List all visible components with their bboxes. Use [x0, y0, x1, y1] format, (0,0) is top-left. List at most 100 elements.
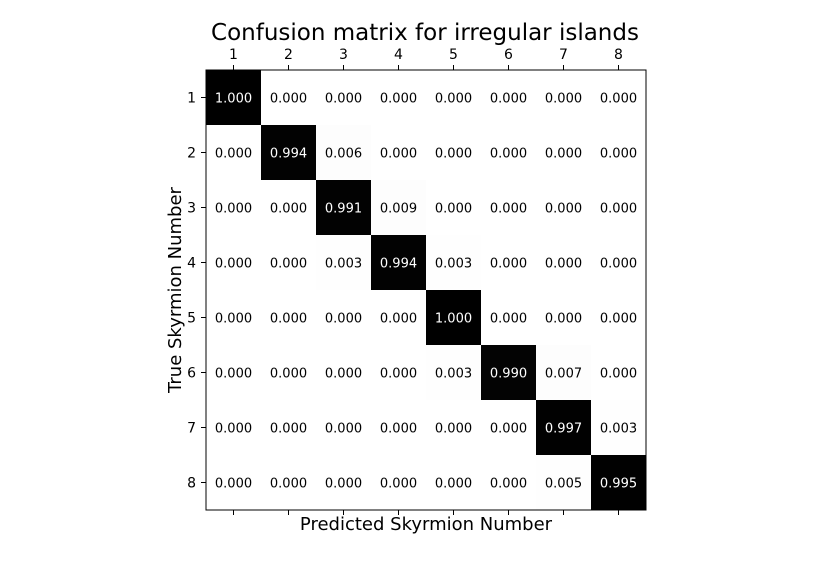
x-axis-bottom-ticks — [233, 510, 619, 515]
heatmap-cell-r4-c6 — [481, 235, 537, 291]
cell-value-r3-c8: 0.000 — [600, 202, 637, 217]
cell-value-r6-c1: 0.000 — [215, 367, 252, 382]
cell-value-r3-c3: 0.991 — [325, 202, 362, 217]
cell-value-r3-c2: 0.000 — [270, 202, 307, 217]
heatmap-cell-r1-c2 — [261, 70, 317, 126]
cell-value-r4-c1: 0.000 — [215, 257, 252, 272]
heatmap-cell-r6-c1 — [206, 345, 262, 401]
heatmap-cell-r2-c5 — [426, 125, 482, 181]
cell-value-r4-c7: 0.000 — [545, 257, 582, 272]
y-tick-label-6: 6 — [187, 366, 196, 382]
heatmap-cell-r5-c3 — [316, 290, 372, 346]
cell-value-r1-c5: 0.000 — [435, 92, 472, 107]
y-axis-label: True Skyrmion Number — [165, 186, 186, 393]
cell-value-r2-c4: 0.000 — [380, 147, 417, 162]
heatmap-cell-r7-c4 — [371, 400, 427, 456]
cell-value-r5-c1: 0.000 — [215, 312, 252, 327]
cell-value-r5-c3: 0.000 — [325, 312, 362, 327]
heatmap-cell-r4-c5 — [426, 235, 482, 291]
cell-value-r7-c8: 0.003 — [600, 422, 637, 437]
cell-value-r7-c6: 0.000 — [490, 422, 527, 437]
heatmap-cell-r8-c3 — [316, 455, 372, 511]
heatmap-cell-r4-c1 — [206, 235, 262, 291]
heatmap-cell-r6-c3 — [316, 345, 372, 401]
heatmap-cell-r3-c3 — [316, 180, 372, 236]
x-tick-label-1: 1 — [229, 47, 238, 63]
heatmap-cell-r1-c6 — [481, 70, 537, 126]
heatmap-cell-r3-c5 — [426, 180, 482, 236]
y-tick-label-3: 3 — [187, 201, 196, 217]
cell-value-r6-c2: 0.000 — [270, 367, 307, 382]
cell-value-r3-c5: 0.000 — [435, 202, 472, 217]
heatmap-cell-r1-c7 — [536, 70, 592, 126]
heatmap-cell-r1-c5 — [426, 70, 482, 126]
cell-value-r8-c5: 0.000 — [435, 477, 472, 492]
heatmap-cell-r5-c1 — [206, 290, 262, 346]
x-tick-label-6: 6 — [504, 47, 513, 63]
heatmap-cell-r5-c6 — [481, 290, 537, 346]
heatmap-cell-r8-c1 — [206, 455, 262, 511]
heatmap-cell-r7-c1 — [206, 400, 262, 456]
heatmap-cell-r3-c7 — [536, 180, 592, 236]
cell-value-r4-c6: 0.000 — [490, 257, 527, 272]
heatmap-cell-r4-c7 — [536, 235, 592, 291]
heatmap-cell-r3-c4 — [371, 180, 427, 236]
y-axis-ticks: 1 2 3 4 5 6 7 8 — [187, 91, 206, 492]
heatmap-cell-r2-c1 — [206, 125, 262, 181]
heatmap-cell-r1-c1 — [206, 70, 262, 126]
x-tick-label-8: 8 — [614, 47, 623, 63]
cell-value-r6-c3: 0.000 — [325, 367, 362, 382]
cell-value-r1-c6: 0.000 — [490, 92, 527, 107]
heatmap-cell-r6-c4 — [371, 345, 427, 401]
heatmap-cells — [206, 70, 647, 511]
heatmap-cell-r8-c6 — [481, 455, 537, 511]
x-tick-label-2: 2 — [284, 47, 293, 63]
cell-value-r1-c7: 0.000 — [545, 92, 582, 107]
cell-value-r5-c8: 0.000 — [600, 312, 637, 327]
y-tick-label-1: 1 — [187, 91, 196, 107]
heatmap-cell-r3-c8 — [591, 180, 647, 236]
heatmap-cell-r7-c6 — [481, 400, 537, 456]
cell-value-r7-c5: 0.000 — [435, 422, 472, 437]
cell-value-r1-c8: 0.000 — [600, 92, 637, 107]
heatmap-cell-r1-c4 — [371, 70, 427, 126]
cell-value-r7-c7: 0.997 — [545, 422, 582, 437]
cell-value-r3-c1: 0.000 — [215, 202, 252, 217]
cell-value-r2-c5: 0.000 — [435, 147, 472, 162]
cell-value-r4-c3: 0.003 — [325, 257, 362, 272]
cell-value-r2-c3: 0.006 — [325, 147, 362, 162]
cell-value-r1-c1: 1.000 — [215, 92, 252, 107]
x-tick-label-4: 4 — [394, 47, 403, 63]
cell-value-r8-c3: 0.000 — [325, 477, 362, 492]
cell-value-r7-c1: 0.000 — [215, 422, 252, 437]
cell-value-r6-c8: 0.000 — [600, 367, 637, 382]
cell-value-r6-c7: 0.007 — [545, 367, 582, 382]
y-tick-label-8: 8 — [187, 476, 196, 492]
heatmap-cell-r3-c6 — [481, 180, 537, 236]
cell-value-r4-c4: 0.994 — [380, 257, 417, 272]
heatmap-cell-r5-c5 — [426, 290, 482, 346]
heatmap-cell-r5-c8 — [591, 290, 647, 346]
heatmap-cell-r4-c3 — [316, 235, 372, 291]
cell-value-r1-c4: 0.000 — [380, 92, 417, 107]
cell-value-r8-c2: 0.000 — [270, 477, 307, 492]
cell-value-r2-c2: 0.994 — [270, 147, 307, 162]
cell-value-r3-c6: 0.000 — [490, 202, 527, 217]
heatmap-cell-r6-c5 — [426, 345, 482, 401]
heatmap-cell-r8-c4 — [371, 455, 427, 511]
cell-value-r8-c1: 0.000 — [215, 477, 252, 492]
cell-value-r3-c4: 0.009 — [380, 202, 417, 217]
cell-value-r8-c7: 0.005 — [545, 477, 582, 492]
heatmap-cell-r4-c8 — [591, 235, 647, 291]
cell-value-r4-c2: 0.000 — [270, 257, 307, 272]
x-tick-label-7: 7 — [559, 47, 568, 63]
x-axis-label: Predicted Skyrmion Number — [300, 514, 553, 535]
heatmap-cell-r6-c8 — [591, 345, 647, 401]
heatmap-cell-r1-c8 — [591, 70, 647, 126]
cell-value-r8-c8: 0.995 — [600, 477, 637, 492]
chart-title: Confusion matrix for irregular islands — [211, 20, 639, 46]
cell-value-r7-c2: 0.000 — [270, 422, 307, 437]
heatmap-cell-r7-c7 — [536, 400, 592, 456]
cell-value-r5-c6: 0.000 — [490, 312, 527, 327]
